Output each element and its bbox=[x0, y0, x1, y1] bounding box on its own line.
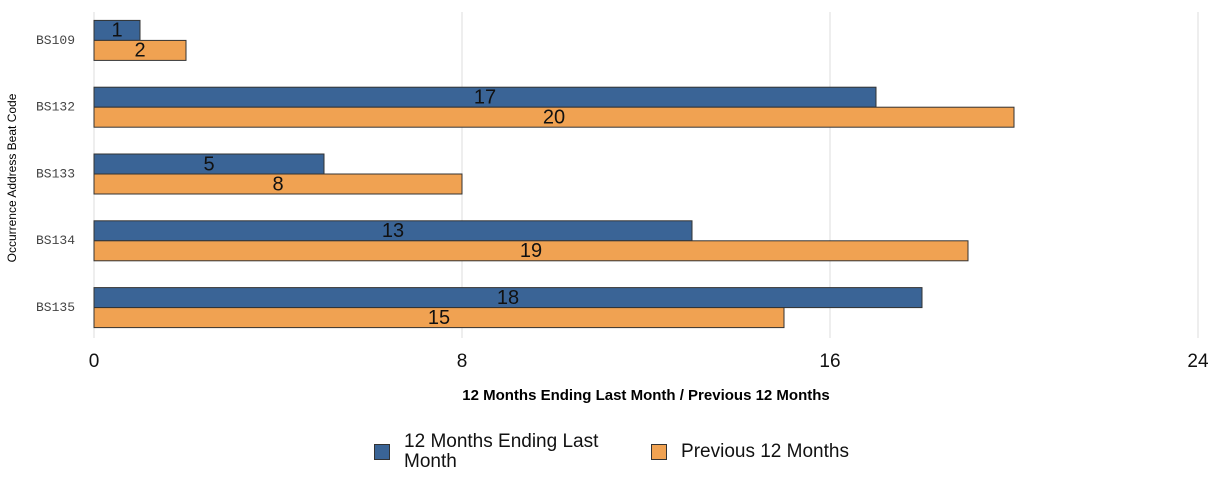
y-axis-title: Occurrence Address Beat Code bbox=[5, 93, 19, 262]
data-label: 1 bbox=[111, 20, 122, 42]
y-tick-label: BS135 bbox=[36, 300, 75, 315]
data-label: 13 bbox=[382, 220, 404, 242]
bar bbox=[93, 173, 463, 195]
bar bbox=[93, 307, 785, 329]
x-tick-label: 0 bbox=[89, 351, 100, 372]
y-tick-label: BS109 bbox=[36, 33, 75, 48]
data-label: 15 bbox=[428, 307, 450, 329]
legend-label: Previous 12 Months bbox=[681, 441, 849, 462]
y-tick-label: BS134 bbox=[36, 233, 75, 248]
y-tick-label: BS133 bbox=[36, 166, 75, 181]
legend-swatch bbox=[651, 444, 668, 460]
data-label: 20 bbox=[543, 106, 565, 128]
data-label: 17 bbox=[474, 86, 496, 108]
legend-swatch bbox=[374, 444, 391, 460]
data-label: 19 bbox=[520, 240, 542, 262]
legend-label: 12 Months Ending Last Month bbox=[404, 431, 599, 472]
data-label: 2 bbox=[134, 40, 145, 62]
bar bbox=[93, 39, 187, 61]
bar bbox=[93, 240, 969, 262]
data-label: 8 bbox=[272, 173, 283, 195]
data-label: 18 bbox=[497, 287, 519, 309]
x-tick-label: 16 bbox=[819, 351, 840, 372]
x-tick-label: 24 bbox=[1187, 351, 1209, 372]
legend: 12 Months Ending Last Month Previous 12 M… bbox=[0, 432, 1223, 472]
bar bbox=[93, 106, 1015, 128]
x-axis-title: 12 Months Ending Last Month / Previous 1… bbox=[462, 387, 830, 404]
data-label: 5 bbox=[203, 153, 214, 175]
legend-item: Previous 12 Months bbox=[651, 442, 849, 462]
y-tick-label: BS132 bbox=[36, 100, 75, 115]
x-tick-label: 8 bbox=[457, 351, 468, 372]
legend-item: 12 Months Ending Last Month bbox=[374, 432, 629, 472]
